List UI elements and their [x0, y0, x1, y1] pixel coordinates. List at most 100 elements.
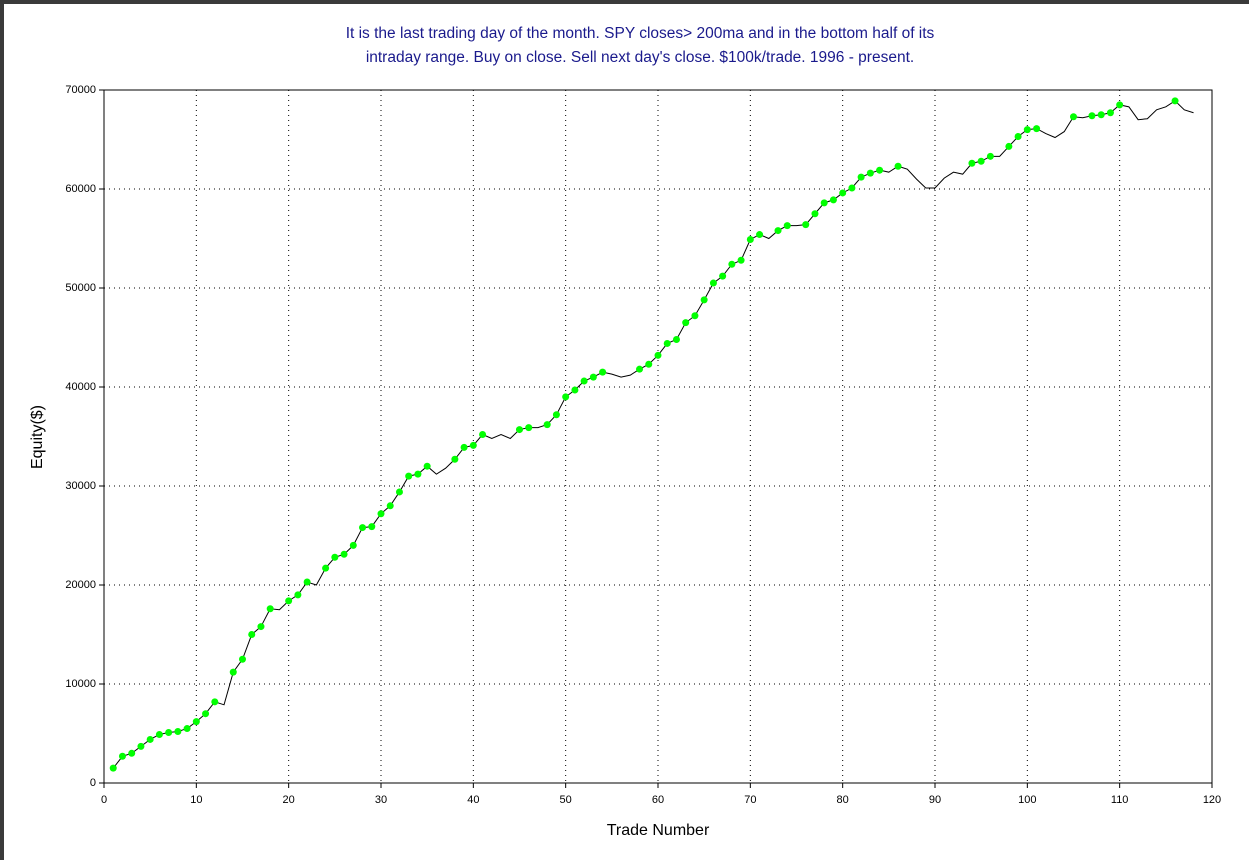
new-high-marker — [672, 335, 680, 343]
y-tick-label: 40000 — [65, 381, 96, 393]
new-high-marker — [774, 227, 782, 235]
new-high-marker — [257, 623, 265, 631]
y-tick-label: 60000 — [65, 183, 96, 195]
new-high-marker — [137, 742, 145, 750]
x-tick-label: 120 — [1203, 794, 1221, 806]
new-high-marker — [386, 502, 394, 510]
x-tick-label: 40 — [467, 794, 479, 806]
new-high-marker — [525, 424, 533, 432]
new-high-marker — [848, 184, 856, 192]
new-high-marker — [691, 312, 699, 320]
new-high-marker — [395, 488, 403, 496]
new-high-marker — [756, 231, 764, 239]
new-high-marker — [405, 472, 413, 480]
new-high-marker — [571, 386, 579, 394]
new-high-marker — [700, 296, 708, 304]
new-high-marker — [829, 196, 837, 204]
new-high-marker — [165, 729, 173, 737]
new-high-marker — [1171, 97, 1179, 105]
new-high-marker — [589, 373, 597, 381]
new-high-marker — [248, 631, 256, 638]
new-high-marker — [192, 718, 200, 726]
new-high-marker — [894, 162, 902, 170]
new-high-marker — [968, 159, 976, 167]
new-high-marker — [820, 199, 828, 207]
x-tick-label: 80 — [837, 794, 849, 806]
new-high-marker — [552, 411, 560, 419]
new-high-marker — [1014, 133, 1022, 141]
new-high-marker — [986, 152, 994, 160]
new-high-marker — [737, 256, 745, 264]
new-high-marker — [977, 157, 985, 165]
new-high-marker — [746, 235, 754, 243]
new-high-marker — [340, 550, 348, 558]
new-high-marker — [239, 655, 246, 663]
new-high-marker — [368, 523, 376, 531]
plot-frame — [103, 89, 1213, 784]
new-high-marker — [1023, 126, 1031, 134]
new-high-marker — [322, 564, 330, 572]
new-high-marker — [1116, 101, 1124, 109]
new-high-marker — [839, 189, 847, 197]
new-high-marker — [1033, 125, 1041, 133]
y-tick-label: 70000 — [65, 84, 96, 96]
new-high-marker — [1088, 112, 1096, 120]
y-tick-label: 0 — [90, 777, 96, 789]
x-tick-label: 110 — [1111, 794, 1129, 806]
new-high-marker — [377, 510, 385, 518]
x-tick-label: 70 — [744, 794, 756, 806]
new-high-marker — [599, 368, 607, 376]
new-high-marker — [516, 426, 523, 434]
equity-line — [112, 100, 1194, 769]
new-high-marker — [460, 443, 468, 451]
new-high-marker — [645, 360, 653, 368]
y-tick-label: 10000 — [65, 678, 96, 690]
new-high-marker — [562, 393, 570, 401]
y-tick-label: 20000 — [65, 579, 96, 591]
new-high-marker — [1070, 113, 1077, 121]
new-high-marker — [303, 578, 311, 586]
new-high-marker — [266, 605, 274, 613]
new-high-marker — [109, 764, 117, 772]
new-high-marker — [211, 698, 219, 706]
x-tick-label: 90 — [929, 794, 941, 806]
new-high-marker — [118, 752, 126, 760]
new-high-marker — [719, 272, 727, 280]
new-high-marker — [876, 166, 884, 174]
new-high-marker — [682, 319, 690, 327]
y-axis-label: Equity($) — [29, 405, 46, 469]
new-high-marker — [663, 339, 671, 347]
new-high-marker — [580, 377, 588, 385]
chart-title-line: intraday range. Buy on close. Sell next … — [366, 49, 914, 66]
x-tick-label: 20 — [283, 794, 295, 806]
new-high-marker — [709, 279, 717, 287]
x-tick-label: 0 — [101, 794, 107, 806]
x-tick-label: 10 — [190, 794, 202, 806]
new-high-marker — [654, 351, 662, 359]
new-high-marker — [174, 728, 182, 736]
new-high-marker — [543, 421, 551, 429]
new-high-marker — [331, 553, 339, 561]
x-tick-label: 100 — [1018, 794, 1036, 806]
y-tick-label: 30000 — [65, 480, 96, 492]
new-high-marker — [183, 725, 191, 733]
new-high-marker — [146, 735, 154, 743]
new-high-marker — [857, 173, 865, 181]
x-tick-label: 60 — [652, 794, 664, 806]
new-high-marker — [155, 730, 163, 738]
window-border-top — [0, 0, 1249, 4]
y-tick-label: 50000 — [65, 282, 96, 294]
new-high-marker — [414, 470, 422, 478]
new-high-marker — [423, 462, 431, 470]
new-high-marker — [1097, 111, 1105, 119]
new-high-marker — [294, 591, 302, 599]
new-high-marker — [229, 668, 237, 676]
chart-title-line: It is the last trading day of the month.… — [346, 25, 935, 42]
new-high-marker — [636, 365, 644, 373]
new-high-marker — [1005, 142, 1013, 150]
new-high-marker — [451, 455, 459, 463]
new-high-marker — [202, 710, 210, 718]
window-border-left — [0, 0, 4, 860]
x-tick-label: 30 — [375, 794, 387, 806]
